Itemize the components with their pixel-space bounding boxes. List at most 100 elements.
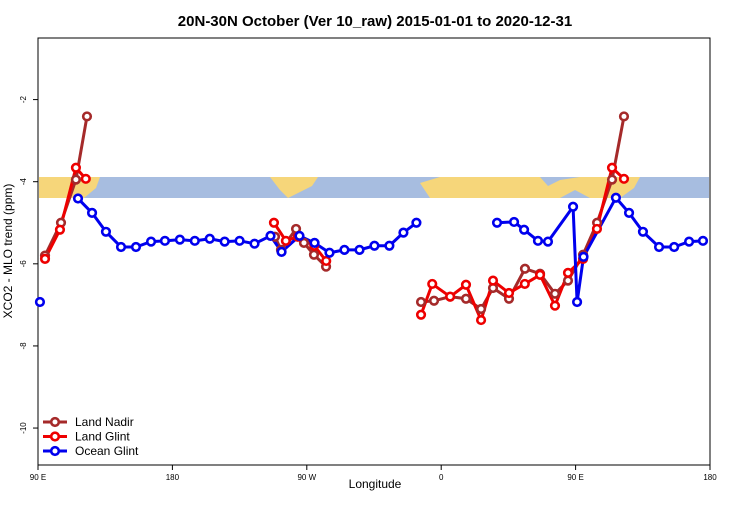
legend-marker — [49, 416, 61, 428]
chart-title: 20N-30N October (Ver 10_raw) 2015-01-01 … — [178, 13, 572, 30]
series-point — [354, 244, 365, 255]
series-point — [475, 303, 487, 315]
series-point — [697, 235, 709, 246]
series-point — [618, 111, 630, 122]
y-tick-label: -8 — [19, 342, 28, 350]
y-axis-label: XCO2 - MLO trend (ppm) — [1, 184, 15, 319]
series-point — [309, 237, 320, 248]
series-point — [72, 193, 84, 204]
series-point — [70, 162, 82, 173]
series-point — [415, 296, 427, 308]
legend-label: Land Glint — [75, 430, 130, 444]
series-point — [606, 162, 618, 173]
series-point — [428, 295, 440, 306]
series-point — [189, 235, 200, 246]
series-point — [519, 278, 530, 290]
series-point — [369, 240, 380, 251]
series-point — [571, 296, 583, 308]
series-point — [86, 207, 98, 219]
series-point — [39, 253, 51, 264]
land-strip — [270, 177, 318, 198]
series-point — [411, 217, 422, 228]
y-tick-label: -2 — [19, 95, 28, 103]
series-point — [204, 233, 215, 244]
series-point — [491, 217, 503, 228]
series-point — [265, 230, 276, 241]
series-point — [415, 309, 427, 320]
series-point — [591, 223, 603, 235]
x-tick-label: 0 — [439, 473, 444, 482]
y-tick-label: -10 — [19, 422, 28, 434]
series-point — [549, 288, 561, 299]
series-point — [80, 173, 91, 184]
series-point — [174, 234, 185, 245]
series-point — [534, 269, 546, 281]
series-point — [321, 255, 332, 267]
series-point — [669, 241, 680, 253]
x-axis-label: Longitude — [349, 477, 402, 491]
series-point — [276, 246, 287, 258]
series-point — [610, 192, 622, 203]
y-tick-label: -4 — [19, 178, 28, 186]
series-point — [384, 240, 395, 251]
series-point — [637, 226, 649, 237]
series-point — [562, 267, 574, 278]
series-point — [606, 174, 618, 185]
series-point — [219, 236, 230, 247]
series-point — [324, 247, 335, 258]
legend-label: Ocean Glint — [75, 444, 139, 458]
x-tick-label: 180 — [166, 473, 180, 482]
series-point — [100, 226, 112, 237]
series-point — [294, 230, 305, 241]
series-point — [54, 224, 66, 235]
series-point — [280, 235, 291, 246]
series-point — [503, 287, 515, 299]
series-point — [460, 293, 472, 304]
series-point — [70, 174, 82, 185]
land-strip — [420, 177, 640, 198]
series-point — [398, 227, 409, 238]
series-point — [567, 201, 579, 212]
series-point — [519, 263, 531, 274]
series-point — [130, 241, 142, 253]
series-point — [145, 236, 157, 247]
plot-box — [37, 37, 711, 466]
series-point — [308, 249, 320, 260]
legend-marker — [49, 445, 61, 457]
series-point — [234, 235, 245, 246]
series-point — [487, 275, 499, 286]
legend-label: Land Nadir — [75, 415, 134, 429]
series-point — [249, 238, 260, 249]
series-point — [508, 216, 520, 228]
series-point — [549, 300, 561, 311]
series-point — [81, 111, 93, 122]
series-point — [115, 241, 127, 253]
series-point — [683, 236, 695, 247]
series-point — [298, 237, 310, 248]
series-point — [562, 275, 574, 286]
x-tick-label: 90 E — [567, 473, 583, 482]
x-tick-label: 180 — [703, 473, 717, 482]
series-point — [268, 217, 280, 228]
series-point — [339, 244, 350, 255]
series-point — [518, 224, 530, 235]
series-point — [623, 207, 635, 219]
x-tick-label: 90 E — [30, 473, 46, 482]
ticks: 90 E 180 90 W 0 90 E 180 -2 -4 -6 -8 -10 — [19, 95, 717, 482]
series-point — [578, 251, 589, 262]
series-point — [653, 241, 665, 253]
series-point — [34, 296, 46, 308]
series-point — [427, 278, 438, 290]
series-point — [460, 279, 472, 290]
x-tick-label: 90 W — [297, 473, 316, 482]
series-point — [445, 291, 456, 302]
legend-marker — [49, 431, 61, 442]
series-point — [542, 236, 554, 247]
points — [34, 111, 709, 326]
y-tick-label: -6 — [19, 260, 28, 268]
series-point — [159, 235, 171, 246]
series-point — [532, 235, 544, 246]
series-point — [475, 314, 487, 326]
